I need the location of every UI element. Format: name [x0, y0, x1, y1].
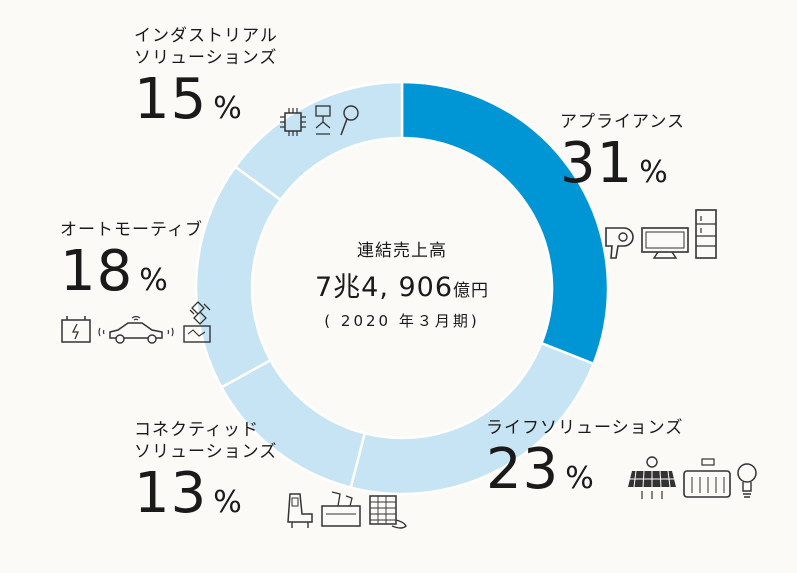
- segment-unit: %: [213, 90, 242, 126]
- segment-percent: 15 %: [134, 66, 278, 132]
- segment-label-connected-solutions: コネクティッド ソリューションズ 13 %: [134, 420, 277, 522]
- warehouse-icon: [369, 495, 407, 529]
- center-period: ( 2020 年３月期): [324, 312, 480, 330]
- sensor-icon: [340, 105, 359, 136]
- center-total-unit: 億円: [453, 281, 490, 301]
- donut-segment-appliances: [400, 80, 610, 366]
- donut-segment-industrial-solutions: [233, 80, 404, 202]
- center-total: 7兆4, 906億円: [262, 265, 542, 304]
- segment-name: オートモーティブ: [60, 220, 203, 240]
- aircraft-seat-icon: [287, 493, 313, 528]
- mobile-device-icon: [321, 491, 361, 527]
- solar-panel-icon: [628, 456, 676, 499]
- segment-icons-industrial-solutions: [278, 104, 360, 138]
- segment-percent: 23 %: [486, 436, 683, 502]
- segment-label-life-solutions: ライフソリューションズ 23 %: [486, 418, 683, 498]
- center-total-value: 7兆4, 906: [314, 272, 454, 303]
- robot-icon: [315, 105, 331, 135]
- segment-icons-appliances: [602, 208, 718, 260]
- segment-value: 13: [134, 460, 208, 526]
- segment-value: 15: [134, 66, 208, 132]
- segment-label-automotive: オートモーティブ 18 %: [60, 220, 203, 300]
- hair-dryer-icon: [605, 227, 634, 259]
- connected-car-icon: [98, 315, 174, 344]
- segment-name: コネクティッド ソリューションズ: [134, 420, 278, 462]
- segment-percent: 31 %: [560, 130, 685, 196]
- segment-name: ライフソリューションズ: [486, 418, 684, 438]
- segment-unit: %: [139, 262, 168, 298]
- segment-icons-connected-solutions: [282, 490, 410, 530]
- segment-value: 18: [60, 238, 134, 304]
- segment-percent: 18 %: [60, 238, 203, 304]
- chip-icon: [280, 108, 306, 136]
- segment-icons-automotive: [60, 300, 214, 344]
- segment-value: 31: [560, 130, 634, 196]
- segment-label-appliances: アプライアンス 31 %: [560, 112, 685, 192]
- battery-icon: [61, 316, 91, 343]
- kitchen-icon: [683, 458, 731, 498]
- segment-unit: %: [639, 154, 668, 190]
- satellite-icon: [183, 301, 211, 343]
- tv-icon: [641, 227, 689, 259]
- chart-center: 連結売上高 7兆4, 906億円 ( 2020 年３月期): [262, 236, 542, 331]
- segment-percent: 13 %: [134, 460, 277, 526]
- segment-name: アプライアンス: [560, 112, 685, 132]
- segment-label-industrial-solutions: インダストリアル ソリューションズ 15 %: [134, 26, 278, 128]
- center-title: 連結売上高: [357, 241, 447, 261]
- segment-icons-life-solutions: [626, 455, 758, 501]
- segment-unit: %: [213, 484, 242, 520]
- segment-unit: %: [565, 460, 594, 496]
- segment-name: インダストリアル ソリューションズ: [134, 26, 278, 68]
- refrigerator-icon: [695, 209, 717, 259]
- light-bulb-icon: [737, 463, 757, 498]
- segment-value: 23: [486, 436, 560, 502]
